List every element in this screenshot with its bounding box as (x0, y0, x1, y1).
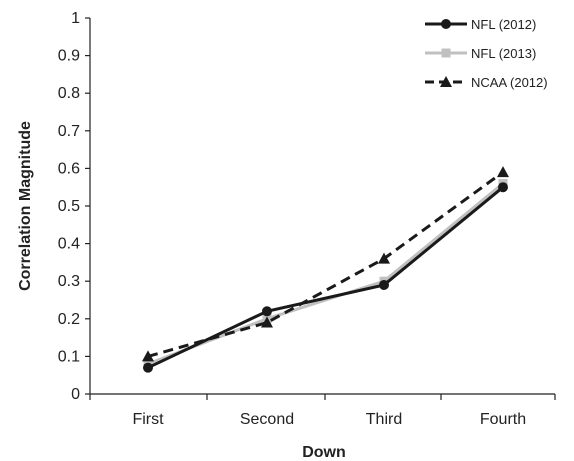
data-point (142, 350, 154, 362)
x-tick-label: Third (366, 411, 402, 428)
y-tick-label: 0.7 (58, 123, 80, 140)
y-tick-label: 1 (71, 10, 80, 27)
legend-label: NFL (2013) (471, 46, 536, 61)
y-axis-ticks: 0 0.1 0.2 0.3 0.4 0.5 0.6 0.7 0.8 0.9 1 (58, 10, 90, 403)
data-point (378, 252, 390, 264)
series-line (147, 170, 504, 358)
y-tick-label: 0 (71, 386, 80, 403)
data-point (143, 362, 153, 373)
series-line (147, 186, 504, 370)
y-tick-label: 0.5 (58, 198, 80, 215)
x-tick-label: First (132, 411, 164, 428)
data-point (379, 279, 389, 290)
data-point (262, 306, 272, 317)
legend-item: NCAA (2012) (425, 75, 548, 90)
y-tick-label: 0.8 (58, 85, 80, 102)
legend-item: NFL (2012) (425, 17, 536, 32)
legend: NFL (2012) NFL (2013) NCAA (2012) (425, 17, 548, 90)
legend-marker (441, 48, 451, 58)
y-tick-label: 0.2 (58, 311, 80, 328)
series-triangle (142, 166, 509, 362)
x-tick-label: Fourth (480, 411, 526, 428)
y-tick-label: 0.3 (58, 273, 80, 290)
legend-marker (441, 19, 451, 29)
data-point (498, 182, 508, 193)
series-line (147, 182, 504, 366)
legend-marker (440, 76, 452, 87)
y-tick-label: 0.9 (58, 48, 80, 65)
y-tick-label: 0.4 (58, 236, 80, 253)
y-tick-label: 0.1 (58, 348, 80, 365)
data-point (261, 316, 273, 328)
series-circle (143, 182, 508, 373)
x-tick-label: Second (240, 411, 294, 428)
legend-label: NFL (2012) (471, 17, 536, 32)
x-axis-ticks: First Second Third Fourth (89, 394, 556, 428)
data-point (497, 166, 509, 178)
y-tick-label: 0.6 (58, 160, 80, 177)
x-axis-title: Down (302, 444, 346, 461)
legend-item: NFL (2013) (425, 46, 536, 61)
legend-label: NCAA (2012) (471, 75, 548, 90)
y-axis-title: Correlation Magnitude (17, 121, 34, 291)
series-layer (142, 166, 509, 373)
